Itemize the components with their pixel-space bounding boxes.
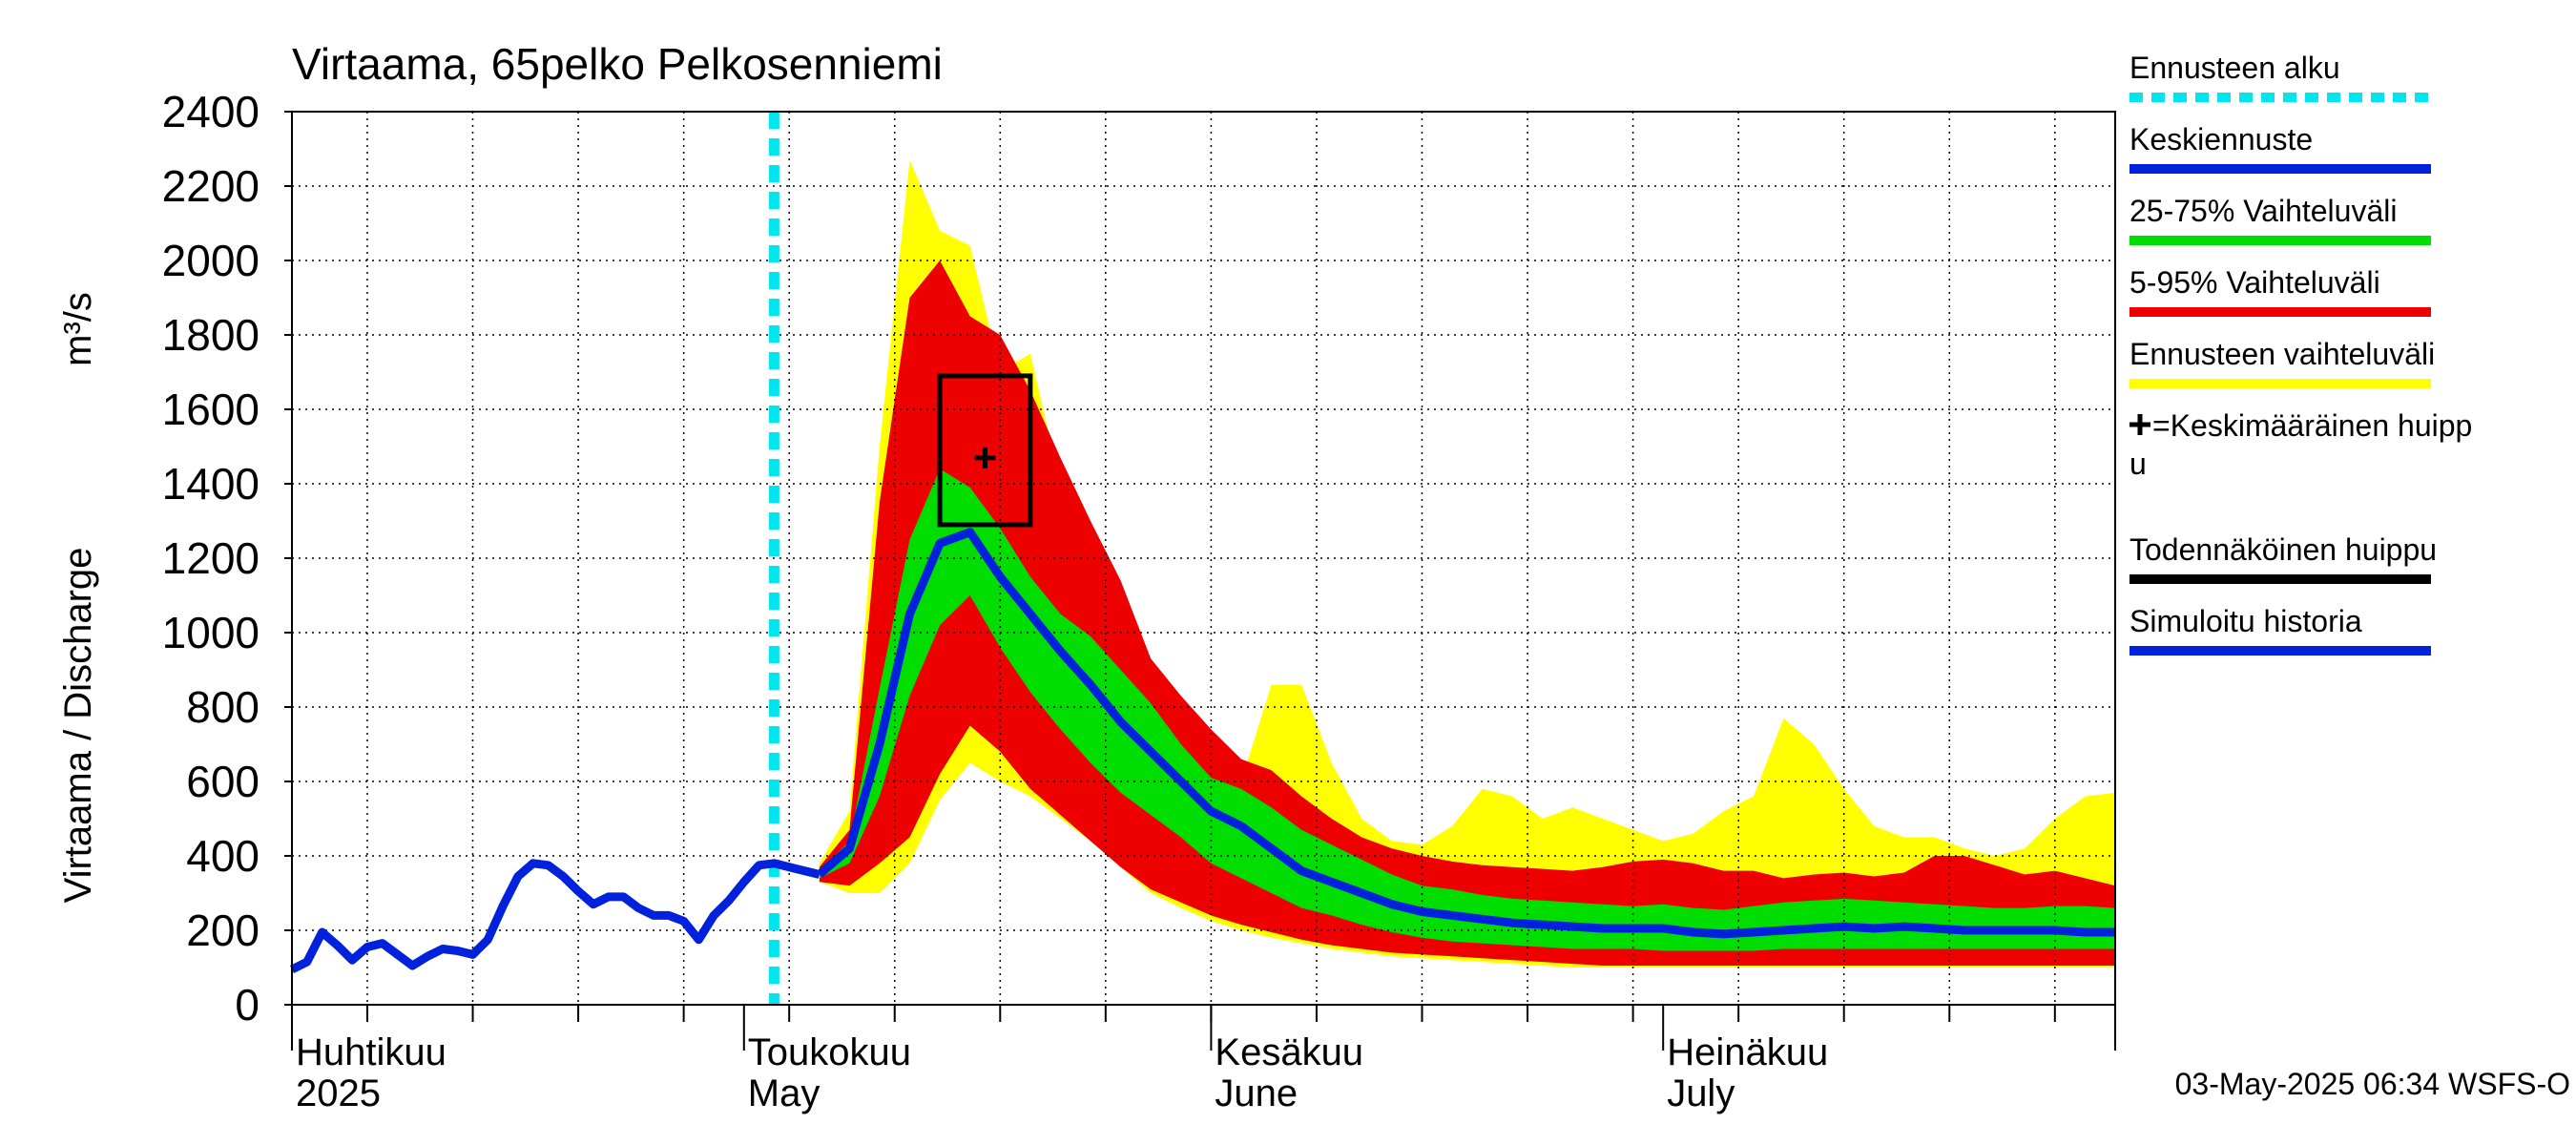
probable-peak-box xyxy=(937,373,1033,528)
y-tick-label: 1000 xyxy=(162,608,260,657)
y-tick-label: 1400 xyxy=(162,459,260,509)
forecast-bands xyxy=(819,159,2115,968)
legend-label: Ennusteen alku xyxy=(2129,51,2340,85)
legend-label: Keskiennuste xyxy=(2129,122,2313,156)
x-month-sublabel: July xyxy=(1667,1072,1735,1114)
y-tick-label: 2000 xyxy=(162,236,260,285)
simulated-history-line xyxy=(289,859,821,974)
legend-label: Simuloitu historia xyxy=(2129,604,2362,638)
series-lines xyxy=(289,112,2115,1005)
timestamp: 03-May-2025 06:34 WSFS-O xyxy=(2175,1067,2570,1101)
x-month-label: Huhtikuu xyxy=(296,1031,447,1073)
x-month-sublabel: May xyxy=(748,1072,821,1114)
legend-label-continued: u xyxy=(2129,447,2147,481)
y-tick-label: 1800 xyxy=(162,310,260,360)
legend-marker-icon xyxy=(2129,414,2150,435)
band-25-75 xyxy=(819,468,2115,951)
x-month-label: Toukokuu xyxy=(748,1031,911,1073)
y-tick-label: 800 xyxy=(186,682,260,732)
y-tick-label: 400 xyxy=(186,831,260,881)
chart-title: Virtaama, 65pelko Pelkosenniemi xyxy=(292,39,943,89)
legend-label: 25-75% Vaihteluväli xyxy=(2129,194,2397,228)
y-tick-label: 1200 xyxy=(162,533,260,583)
y-tick-label: 2200 xyxy=(162,161,260,211)
mean-peak-marker xyxy=(974,447,996,468)
y-tick-label: 2400 xyxy=(162,87,260,136)
y-tick-label: 0 xyxy=(235,980,260,1030)
y-axis-unit: m³/s xyxy=(57,292,99,366)
y-axis: 0 200 400 600 800 1000 1200 1400 1600 1800 2000 220… xyxy=(162,87,292,1030)
grid-lines xyxy=(292,112,2115,1005)
y-axis-label: Virtaama / Discharge xyxy=(57,548,99,904)
y-tick-label: 600 xyxy=(186,757,260,806)
legend-label: Ennusteen vaihteluväli xyxy=(2129,337,2435,371)
legend-label: 5-95% Vaihteluväli xyxy=(2129,265,2380,300)
x-month-label: Heinäkuu xyxy=(1667,1031,1828,1073)
x-month-sublabel: June xyxy=(1215,1072,1298,1114)
y-tick-label: 200 xyxy=(186,906,260,955)
x-month-sublabel: 2025 xyxy=(296,1072,381,1114)
y-tick-label: 1600 xyxy=(162,385,260,434)
legend-label: =Keskimääräinen huipp xyxy=(2152,408,2472,443)
legend-label: Todennäköinen huippu xyxy=(2129,532,2437,567)
legend: Ennusteen alku Keskiennuste 25-75% Vaihtel… xyxy=(2129,51,2472,656)
median-forecast-line xyxy=(816,528,2115,939)
x-month-label: Kesäkuu xyxy=(1215,1031,1363,1073)
